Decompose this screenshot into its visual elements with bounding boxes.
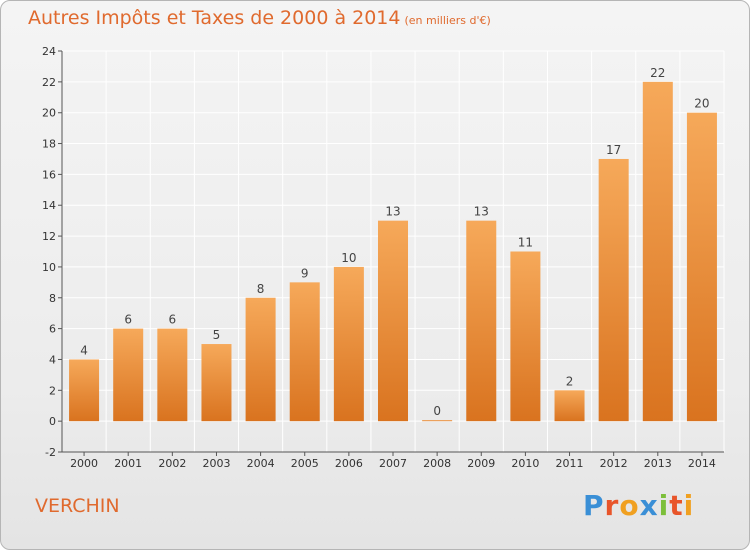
- y-tick-label: 24: [42, 45, 56, 58]
- x-tick-label: 2005: [291, 457, 319, 470]
- x-tick-label: 2010: [511, 457, 539, 470]
- data-label: 13: [474, 205, 489, 219]
- bars: [69, 81, 717, 422]
- data-label: 0: [433, 404, 441, 418]
- y-tick-label: 20: [42, 107, 56, 120]
- x-tick-label: 2006: [335, 457, 363, 470]
- bar: [642, 81, 673, 422]
- y-tick-label: 10: [42, 261, 56, 274]
- data-label: 6: [169, 313, 177, 327]
- bar: [554, 390, 585, 422]
- x-tick-label: 2001: [114, 457, 142, 470]
- bar: [157, 328, 188, 422]
- bar: [377, 220, 409, 422]
- bar: [245, 297, 276, 422]
- x-tick-label: 2000: [70, 457, 98, 470]
- y-tick-label: 8: [49, 292, 56, 305]
- data-label: 13: [385, 205, 400, 219]
- y-tick-label: 4: [49, 353, 56, 366]
- bar: [333, 266, 364, 422]
- logo-letter: i: [683, 489, 695, 522]
- y-tick-label: 18: [42, 138, 56, 151]
- y-tick-label: 2: [49, 384, 56, 397]
- chart-title: Autres Impôts et Taxes de 2000 à 2014 (en…: [28, 7, 491, 29]
- data-label: 11: [518, 236, 533, 250]
- data-label: 9: [301, 266, 309, 280]
- y-tick-label: 22: [42, 76, 56, 89]
- bar: [466, 220, 497, 422]
- x-tick-label: 2009: [467, 457, 495, 470]
- bar: [69, 359, 100, 422]
- data-label: 17: [606, 143, 621, 157]
- logo-letter: i: [658, 489, 670, 522]
- logo-letter: P: [583, 489, 605, 522]
- proxiti-logo: Proxiti: [583, 489, 694, 522]
- logo-letter: x: [639, 489, 659, 522]
- x-tick-label: 2014: [688, 457, 716, 470]
- x-tick-label: 2008: [423, 457, 451, 470]
- x-tick-label: 2012: [600, 457, 628, 470]
- data-label: 6: [124, 313, 132, 327]
- y-tick-label: 16: [42, 168, 56, 181]
- logo-letter: o: [619, 489, 640, 522]
- bar: [201, 344, 232, 422]
- bar: [113, 328, 144, 422]
- data-label: 8: [257, 282, 265, 296]
- data-label: 22: [650, 66, 665, 80]
- y-tick-label: 12: [42, 230, 56, 243]
- bar: [598, 158, 629, 422]
- data-label: 2: [566, 374, 574, 388]
- x-tick-label: 2013: [644, 457, 672, 470]
- y-tick-label: 6: [49, 323, 56, 336]
- logo-letter: r: [604, 489, 620, 522]
- data-label: 5: [213, 328, 221, 342]
- chart-title-text: Autres Impôts et Taxes de 2000 à 2014: [28, 7, 401, 29]
- chart-subtitle: (en milliers d'€): [404, 14, 491, 27]
- bar: [289, 282, 320, 422]
- data-labels: 4 6 6 5 8 9 10 13 0 13 11 2 17 22 20: [80, 66, 709, 418]
- bar: [510, 251, 541, 422]
- logo-letter: t: [669, 489, 684, 522]
- y-tick-label: 14: [42, 199, 56, 212]
- data-label: 10: [341, 251, 356, 265]
- x-tick-label: 2004: [247, 457, 275, 470]
- data-label: 4: [80, 343, 88, 357]
- bar: [422, 420, 453, 422]
- x-tick-label: 2011: [556, 457, 584, 470]
- y-tick-label: -2: [45, 446, 56, 459]
- x-tick-label: 2007: [379, 457, 407, 470]
- x-tick-label: 2002: [158, 457, 186, 470]
- commune-name: VERCHIN: [35, 495, 120, 517]
- y-tick-label: 0: [49, 415, 56, 428]
- bar: [686, 112, 717, 422]
- x-tick-label: 2003: [202, 457, 230, 470]
- data-label: 20: [694, 97, 709, 111]
